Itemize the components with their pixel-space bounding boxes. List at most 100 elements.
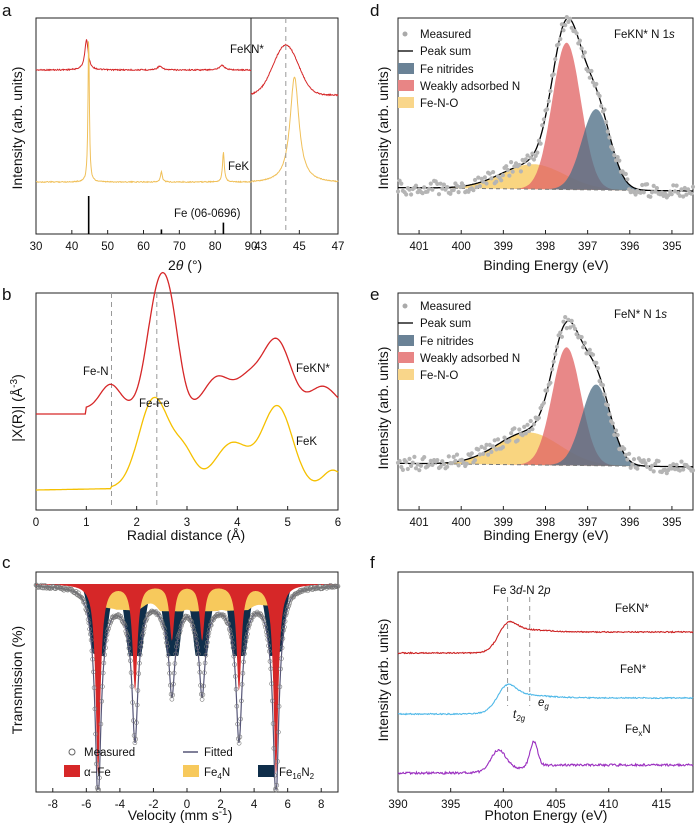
c-measured-point [211,617,216,623]
e-measured-point [479,444,484,449]
c-measured-point [125,633,130,639]
c-measured-point [269,698,275,704]
e-measured-point [454,452,460,457]
b-ticklabel-2: 2 [133,517,139,529]
c-measured-point [284,610,290,616]
a-left-ticklabel-0: 30 [30,241,43,253]
e-measured-point [672,467,678,472]
c-measured-point [187,617,193,623]
a-zoom-fekn-line [250,43,339,97]
e-measured-point [417,468,422,473]
d-measured-point [461,183,466,188]
e-measured-point [563,315,568,320]
d-ticklabel-1: 400 [452,241,471,253]
e-measured-point [545,388,550,393]
d-measured-point [563,23,568,28]
d-measured-point [551,72,556,77]
c-measured-point [87,626,92,632]
d-measured-point [448,191,453,196]
c-legend-alpha-swatch [64,765,80,777]
e-measured-point [646,457,651,463]
e-measured-point [674,462,679,467]
c-ylabel: Transmission (%) [9,626,25,734]
c-measured-point [128,658,133,664]
c-measured-point [205,634,211,639]
a-fekn-label: FeKN* [230,44,264,56]
c-measured-point [241,659,246,665]
c-measured-point [286,602,292,608]
e-measured-point [450,461,455,466]
e-measured-point [627,451,632,456]
e-measured-point [615,432,620,438]
e-peak-sum-line [397,320,693,468]
f-ticklabel-4: 410 [599,799,618,811]
e-measured-point [481,451,486,456]
d-measured-point [509,160,514,165]
c-measured-point [249,615,255,620]
c-measured-point [91,669,96,675]
e-measured-point [400,467,405,472]
e-measured-point [409,463,414,468]
c-measured-point [92,706,98,712]
e-measured-point [605,403,610,408]
c-measured-point [234,703,240,709]
d-measured-point [404,192,409,197]
c-measured-point [209,618,215,624]
e-legend-fenit-swatch [398,335,414,346]
d-measured-point [420,191,425,196]
c-measured-point [271,746,277,751]
e-ticklabel-1: 400 [452,517,471,529]
d-measured-point [568,16,573,21]
d-legend-peaksum: Peak sum [420,46,471,58]
e-measured-point [607,412,612,417]
c-measured-point [239,682,245,687]
c-measured-point [103,638,109,643]
e-measured-point [569,318,574,323]
c-measured-point [205,640,210,645]
e-measured-point [502,435,507,440]
d-measured-point [590,80,596,85]
e-ticklabel-6: 395 [662,517,681,529]
c-measured-point [171,670,177,676]
panel-label-e: e [370,285,379,304]
c-measured-point [93,731,98,737]
d-measured-point [574,31,579,36]
c-measured-point [280,636,286,641]
d-measured-point [582,50,587,55]
d-measured-point [669,192,674,197]
e-legend-measured: Measured [420,301,471,313]
d-component-fe-nitrides [398,109,693,192]
d-measured-point [435,181,440,186]
e-measured-point [509,431,514,436]
e-measured-point [554,344,560,349]
e-measured-point [413,466,419,471]
c-measured-point [88,631,93,637]
f-ticklabel-2: 400 [494,799,513,811]
c-measured-point [272,786,278,792]
d-measured-point [487,171,492,176]
d-measured-point [436,192,442,197]
c-measured-point [223,615,228,621]
b-ticklabel-6: 6 [335,517,341,529]
e-measured-point [635,466,640,471]
d-measured-point [427,186,432,191]
e-ticklabel-2: 399 [494,517,513,529]
c-measured-point [232,662,237,667]
d-measured-point [531,157,537,162]
d-measured-point [671,183,676,188]
f-fexn-label: FexN [625,724,651,738]
d-ticklabel-6: 395 [662,241,681,253]
c-measured-point [79,595,85,601]
e-legend-fenitrides: Fe nitrides [420,336,474,348]
c-measured-point [191,627,197,633]
e-measured-point [628,465,633,470]
c-measured-point [245,626,251,631]
c-measured-point [86,620,92,626]
d-measured-point [548,88,553,94]
b-series-fek-line [36,396,339,491]
c-measured-point [170,692,175,698]
e-measured-point [515,438,520,443]
a-left-ticklabel-6: 90 [245,241,258,253]
d-measured-point [638,190,643,195]
e-measured-point [461,460,466,465]
